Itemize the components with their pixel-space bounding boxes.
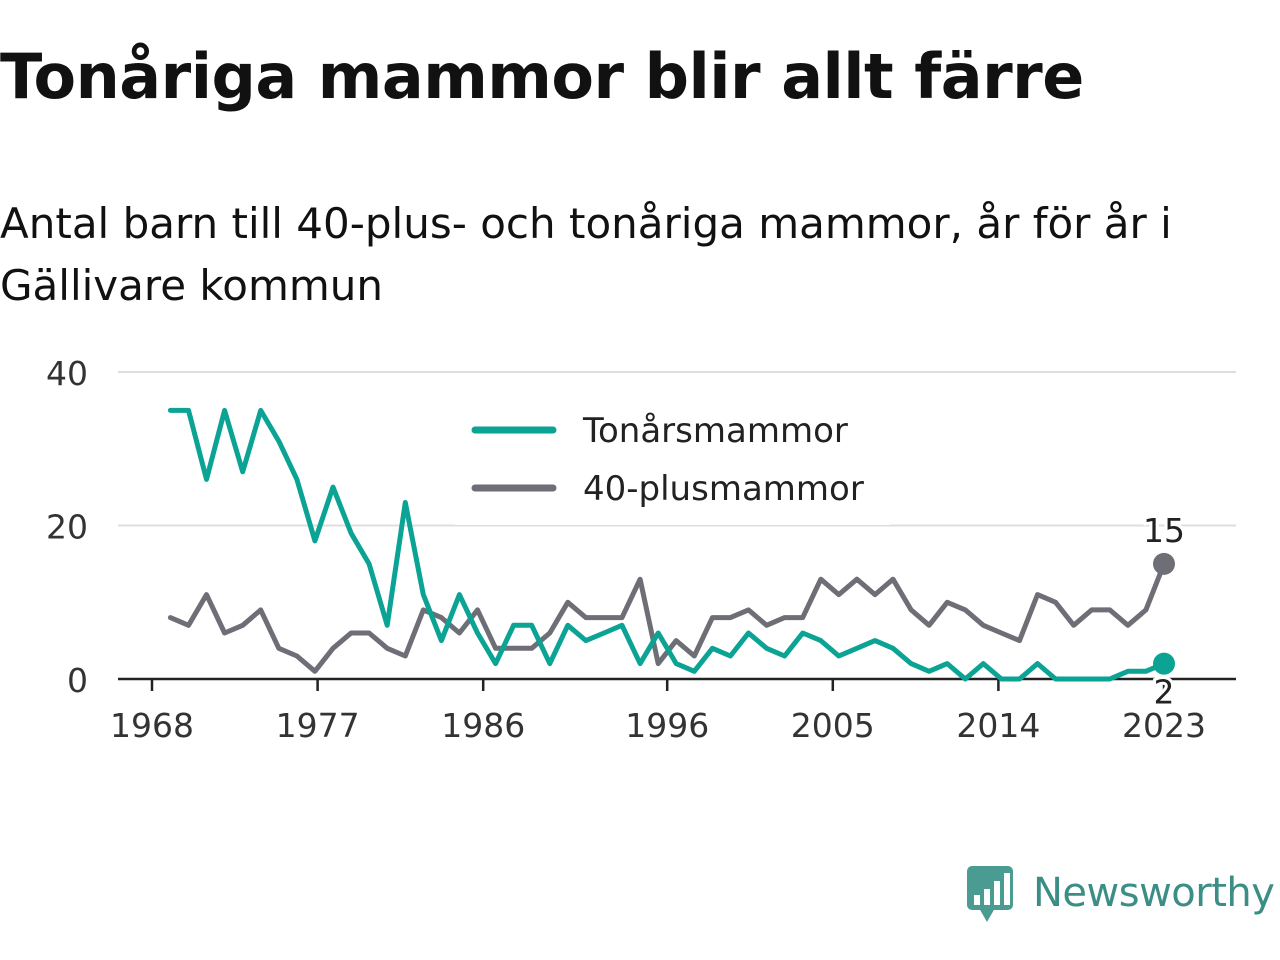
y-tick-label: 20: [46, 508, 88, 547]
y-tick-label: 40: [46, 354, 88, 393]
y-tick-label: 0: [67, 661, 88, 700]
legend-label: Tonårsmammor: [582, 411, 848, 451]
series-lines: [167, 407, 1167, 682]
x-tick-label: 2005: [791, 706, 875, 745]
legend: Tonårsmammor 40-plusmammor: [455, 400, 890, 525]
x-tick-label: 2014: [956, 706, 1040, 745]
x-tick-label: 1996: [625, 706, 709, 745]
end-label-40-plusmammor: 15: [1143, 511, 1185, 550]
chart-title: Tonåriga mammor blir allt färre: [0, 40, 1084, 113]
newsworthy-icon: [967, 866, 1013, 922]
end-point-40-plusmammor: [1153, 552, 1175, 575]
end-label-Tonårsmammor: 2: [1154, 673, 1175, 712]
y-axis-ticks: 0 20 40: [46, 354, 88, 700]
end-labels: 2 15: [1140, 508, 1188, 715]
end-point-Tonårsmammor: [1153, 652, 1175, 675]
legend-label: 40-plusmammor: [583, 469, 864, 509]
x-tick-label: 1986: [441, 706, 525, 745]
legend-background: [455, 400, 890, 525]
x-tick-label: 2023: [1122, 706, 1206, 745]
x-tick-label: 1977: [276, 706, 360, 745]
series-line-Tonårsmammor: [167, 407, 1167, 682]
series-line-40-plusmammor: [167, 561, 1167, 674]
x-axis: 1968 1977 1986 1996 2005 2014 2023: [110, 677, 1236, 745]
chart-subtitle: Antal barn till 40-plus- och tonåriga ma…: [0, 199, 1172, 310]
brand-name: Newsworthy: [1033, 870, 1275, 916]
line-chart: 0 20 40 1968 1977 1986 1996 2005 2014 2023 Tonår…: [46, 354, 1236, 745]
x-tick-label: 1968: [110, 706, 194, 745]
newsworthy-logo: Newsworthy: [965, 862, 1275, 924]
grid-lines: [118, 371, 1236, 527]
